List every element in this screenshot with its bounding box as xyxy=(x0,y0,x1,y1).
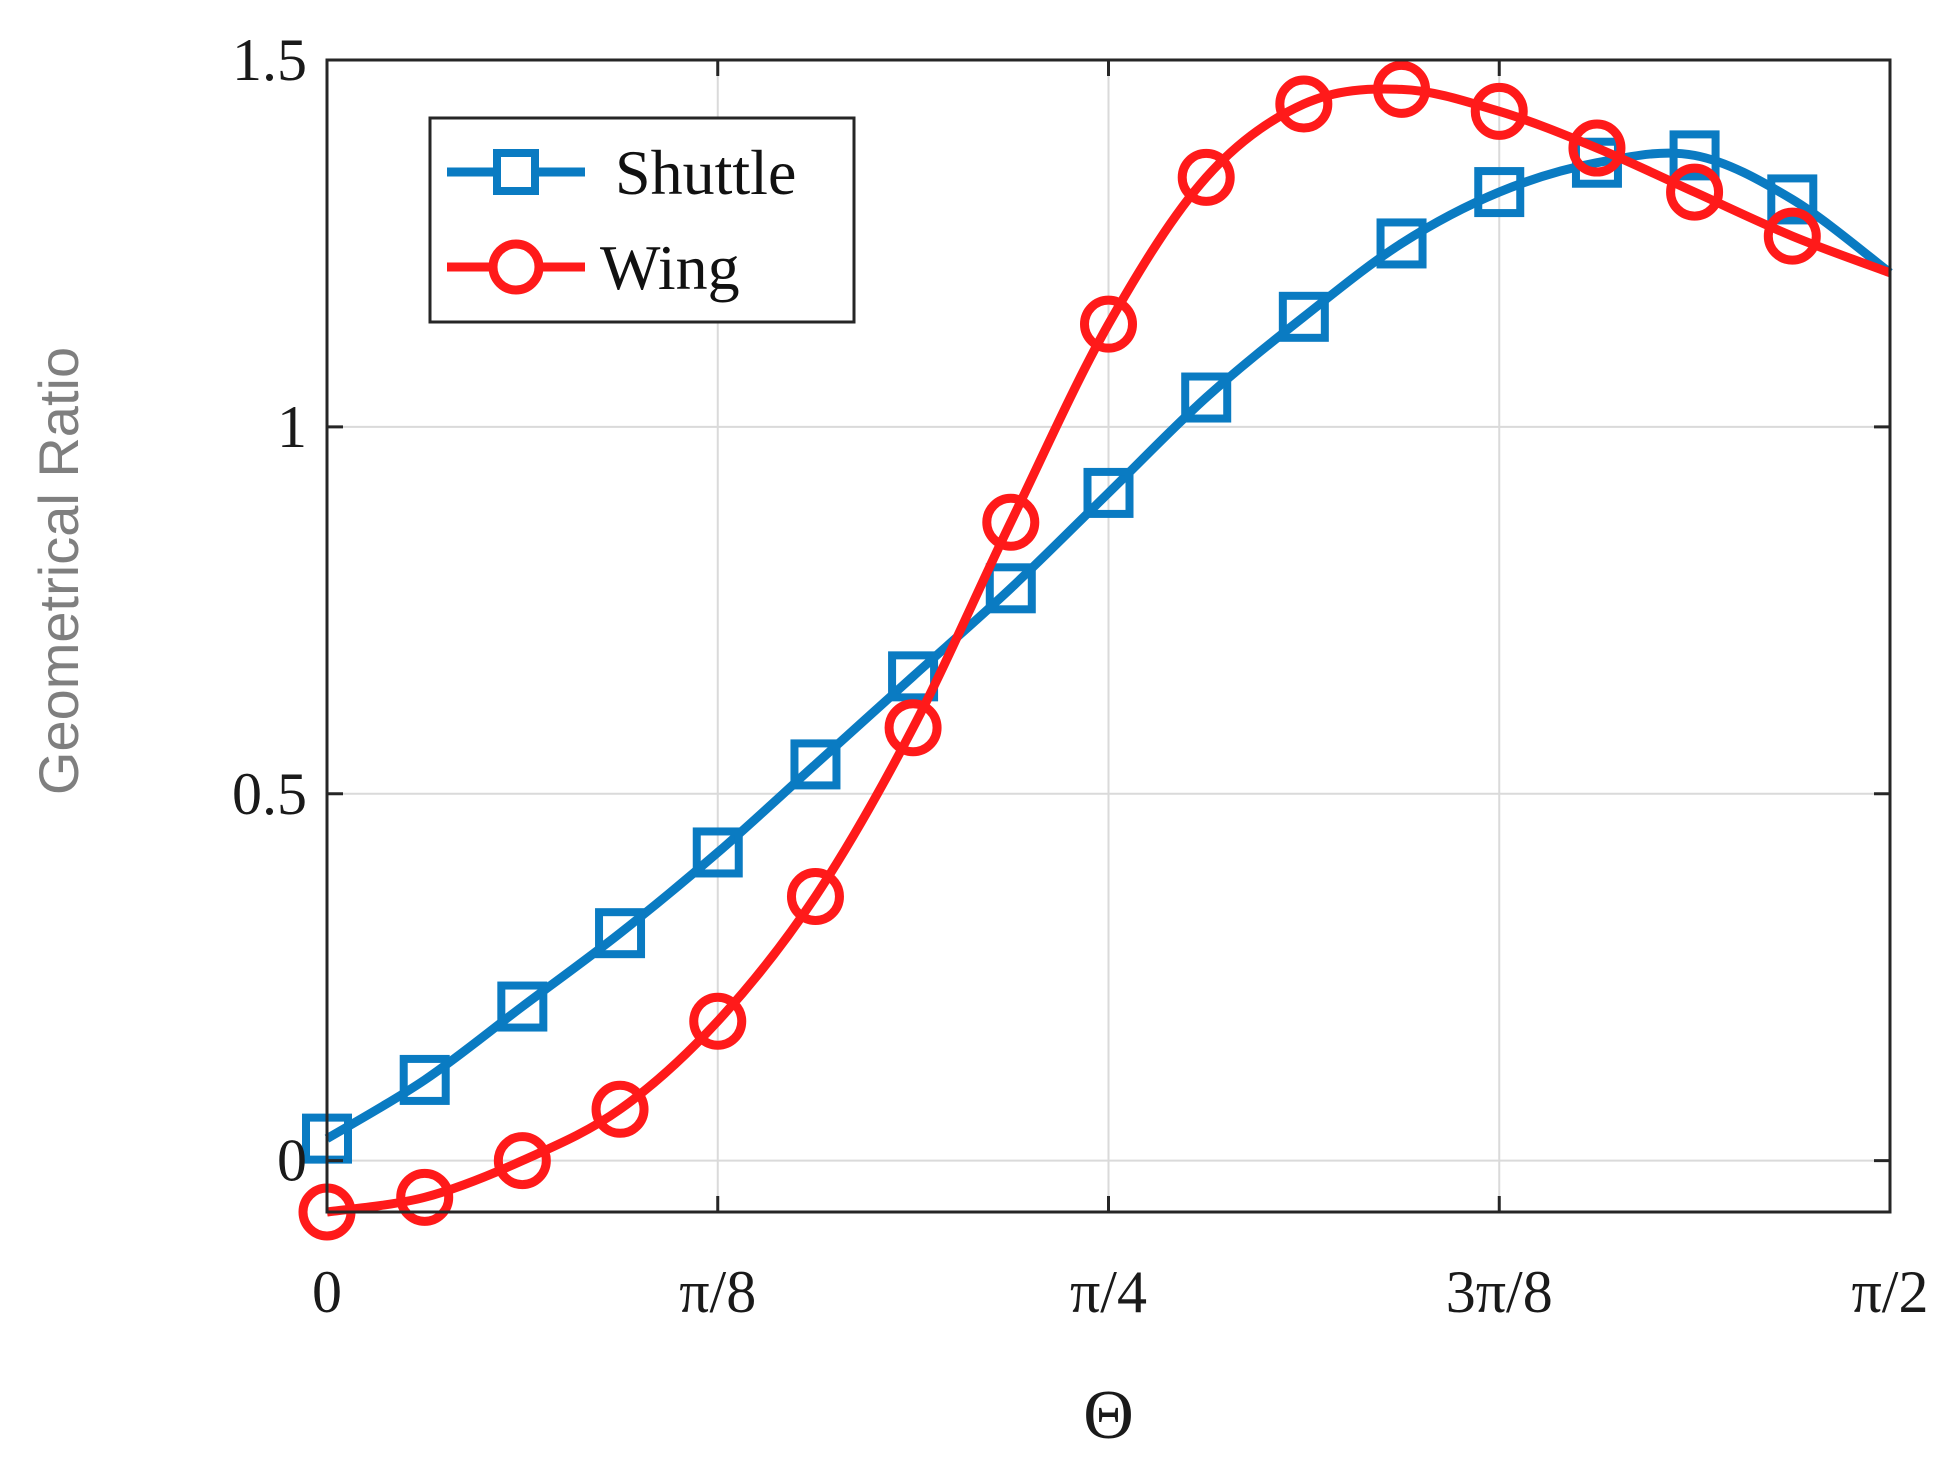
data-point-wing xyxy=(1275,75,1333,133)
data-point-shuttle xyxy=(1083,467,1134,518)
y-tick-label: 1.5 xyxy=(232,27,307,93)
legend-label: Wing xyxy=(600,232,740,303)
series-line-wing xyxy=(326,84,1892,1217)
y-tick-label: 0.5 xyxy=(232,761,307,827)
x-tick-label: 3π/8 xyxy=(1446,1259,1553,1325)
x-tick-label: π/4 xyxy=(1070,1259,1147,1325)
data-point-wing xyxy=(1568,119,1626,177)
legend: Shuttle Wing xyxy=(428,116,856,324)
legend-item-shuttle: Shuttle xyxy=(447,137,796,208)
data-point-wing xyxy=(1373,60,1431,118)
data-point-wing xyxy=(1763,207,1821,265)
data-point-wing xyxy=(689,992,747,1050)
data-point-shuttle xyxy=(790,739,841,790)
data-point-shuttle xyxy=(1474,167,1525,218)
data-point-shuttle xyxy=(985,563,1036,614)
y-tick-label: 0 xyxy=(277,1128,307,1194)
x-axis-title: Θ xyxy=(1083,1377,1134,1454)
data-point-shuttle xyxy=(692,827,743,878)
data-point-wing xyxy=(982,493,1040,551)
x-tick-label: π/8 xyxy=(679,1259,756,1325)
legend-circle-marker xyxy=(488,239,544,295)
data-point-wing xyxy=(1470,82,1528,140)
data-point-shuttle xyxy=(1278,291,1329,342)
y-tick-label: 1 xyxy=(277,394,307,460)
data-point-shuttle xyxy=(1376,218,1427,269)
legend-square-marker xyxy=(493,149,539,195)
data-point-wing xyxy=(396,1168,454,1226)
data-point-shuttle xyxy=(1181,372,1232,423)
data-point-wing xyxy=(1080,295,1137,353)
data-point-wing xyxy=(493,1132,551,1190)
data-point-shuttle xyxy=(497,981,548,1032)
x-tick-label: π/2 xyxy=(1852,1259,1929,1325)
data-point-wing xyxy=(884,699,942,757)
series-wing xyxy=(298,60,1892,1241)
ticks: 0 π/8 π/4 3π/8 π/2 0 0.5 1 1.5 xyxy=(232,27,1928,1325)
legend-label: Shuttle xyxy=(615,137,796,208)
data-point-wing xyxy=(786,867,844,925)
data-point-wing xyxy=(1666,163,1724,221)
data-point-shuttle xyxy=(595,908,646,959)
data-point-wing xyxy=(1177,148,1235,206)
data-point-shuttle xyxy=(1767,174,1818,225)
legend-item-wing: Wing xyxy=(447,232,740,303)
x-tick-label: 0 xyxy=(312,1259,342,1325)
data-point-shuttle xyxy=(1669,130,1720,181)
y-axis-title: Geometrical Ratio xyxy=(27,347,90,795)
data-point-shuttle xyxy=(399,1054,450,1105)
data-point-wing xyxy=(591,1080,649,1138)
